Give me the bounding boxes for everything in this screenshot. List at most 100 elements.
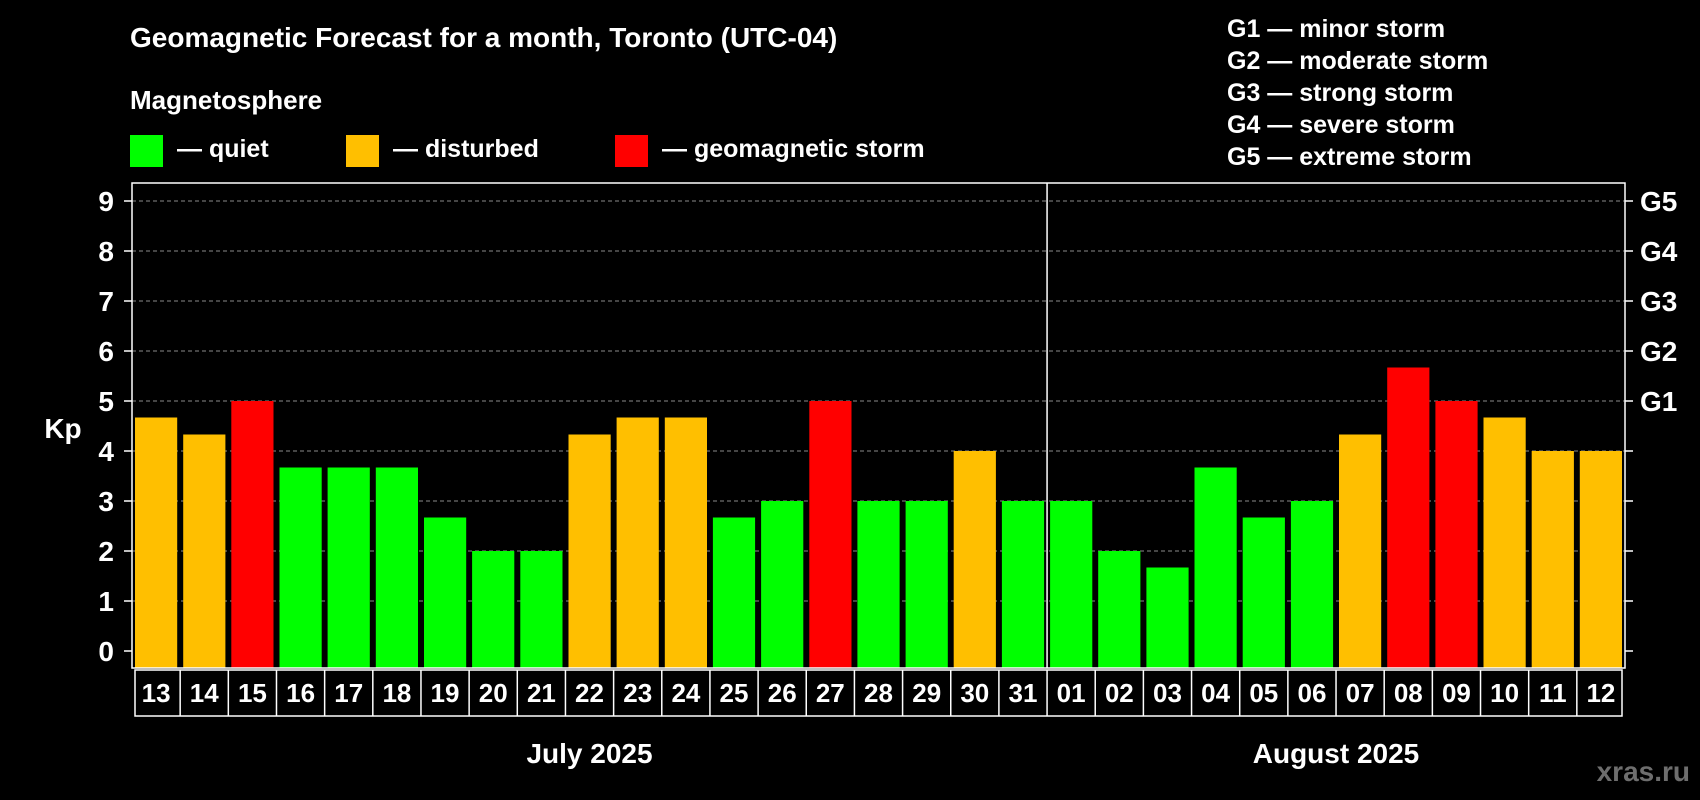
x-tick-label: 11	[1539, 678, 1567, 708]
plot-frame	[131, 182, 1626, 669]
bars	[135, 367, 1622, 668]
x-tick-label: 24	[671, 678, 700, 708]
x-tick-label: 10	[1490, 678, 1519, 708]
legend-label-storm: — geomagnetic storm	[662, 135, 925, 163]
bar-day-05	[1242, 517, 1285, 668]
x-tick-label: 22	[575, 678, 604, 708]
bar-day-30	[953, 451, 996, 668]
x-tick-label: 15	[238, 678, 267, 708]
right-axis-ticks: G1 G2 G3 G4 G5	[1625, 186, 1678, 652]
bar-day-03	[1146, 567, 1189, 668]
x-tick-label: 31	[1009, 678, 1038, 708]
y-tick-label: 0	[98, 636, 114, 667]
bar-day-02	[1098, 551, 1141, 668]
y-axis-label: Kp	[44, 413, 81, 444]
legend-label-quiet: — quiet	[177, 135, 269, 163]
bar-day-28	[857, 501, 900, 668]
x-tick-label: 12	[1586, 678, 1615, 708]
bar-day-26	[761, 501, 804, 668]
x-tick-label: 13	[142, 678, 171, 708]
legend-swatch-quiet	[130, 135, 163, 167]
storm-scale-item: G2 — moderate storm	[1227, 47, 1488, 75]
bar-day-15	[231, 401, 274, 668]
bar-day-07	[1339, 434, 1382, 668]
right-tick-label-G1: G1	[1640, 386, 1677, 417]
y-tick-label: 1	[98, 586, 114, 617]
x-tick-label: 29	[912, 678, 941, 708]
bar-day-11	[1531, 451, 1574, 668]
month-label: July 2025	[526, 738, 652, 769]
legend: — quiet — disturbed — geomagnetic storm	[130, 135, 925, 167]
x-tick-label: 02	[1105, 678, 1134, 708]
x-tick-label: 17	[334, 678, 363, 708]
right-tick-label-G2: G2	[1640, 336, 1677, 367]
y-tick-label: 6	[98, 336, 114, 367]
storm-scale-item: G5 — extreme storm	[1227, 143, 1472, 171]
bar-day-14	[183, 434, 226, 668]
x-tick-label: 04	[1201, 678, 1230, 708]
y-tick-label: 3	[98, 486, 114, 517]
x-tick-label: 21	[527, 678, 556, 708]
y-tick-label: 7	[98, 286, 114, 317]
chart-title: Geomagnetic Forecast for a month, Toront…	[130, 22, 837, 53]
bar-day-31	[1001, 501, 1045, 668]
x-tick-label: 07	[1346, 678, 1375, 708]
x-tick-label: 18	[382, 678, 411, 708]
x-tick-label: 19	[431, 678, 460, 708]
x-tick-label: 27	[816, 678, 845, 708]
legend-label-disturbed: — disturbed	[393, 135, 539, 163]
x-tick-label: 09	[1442, 678, 1471, 708]
right-tick-label-G3: G3	[1640, 286, 1677, 317]
legend-title: Magnetosphere	[130, 85, 322, 115]
bar-day-01	[1050, 501, 1093, 668]
bar-day-20	[472, 551, 515, 668]
right-tick-label-G4: G4	[1640, 236, 1678, 267]
x-tick-label: 03	[1153, 678, 1182, 708]
bar-day-23	[616, 417, 659, 668]
x-tick-label: 20	[479, 678, 508, 708]
bar-day-13	[135, 417, 178, 668]
month-label: August 2025	[1253, 738, 1420, 769]
x-tick-label: 30	[960, 678, 989, 708]
bar-day-22	[568, 434, 611, 668]
storm-scale-item: G3 — strong storm	[1227, 79, 1453, 107]
y-tick-label: 8	[98, 236, 114, 267]
bar-day-06	[1290, 501, 1334, 668]
bar-day-12	[1579, 451, 1622, 668]
y-tick-label: 9	[98, 186, 114, 217]
legend-swatch-storm	[615, 135, 648, 167]
x-tick-label: 25	[720, 678, 749, 708]
bar-day-18	[375, 467, 418, 668]
x-tick-label: 08	[1394, 678, 1423, 708]
x-tick-label: 26	[768, 678, 797, 708]
legend-swatch-disturbed	[346, 135, 379, 167]
bar-day-10	[1483, 417, 1526, 668]
bar-day-08	[1387, 367, 1430, 668]
storm-scale-item: G1 — minor storm	[1227, 15, 1445, 43]
bar-day-16	[279, 467, 322, 668]
x-tick-label: 05	[1249, 678, 1278, 708]
month-labels: July 2025 August 2025	[526, 738, 1419, 769]
right-tick-label-G5: G5	[1640, 186, 1677, 217]
storm-scale-legend: G1 — minor storm G2 — moderate storm G3 — …	[1227, 15, 1488, 171]
x-tick-label: 23	[623, 678, 652, 708]
y-tick-label: 2	[98, 536, 114, 567]
x-tick-label: 01	[1057, 678, 1086, 708]
bar-day-29	[905, 501, 948, 668]
bar-day-17	[327, 467, 370, 668]
x-axis-day-labels: 13 14 15 16 17 18 19 20 21 22 23 24 25 26 27 28 29 30 31 01…	[134, 669, 1623, 717]
x-tick-label: 14	[190, 678, 219, 708]
bar-day-25	[712, 517, 756, 668]
bar-day-21	[520, 551, 563, 668]
x-tick-label: 28	[864, 678, 893, 708]
bar-day-04	[1194, 467, 1237, 668]
axes	[131, 182, 1626, 669]
x-tick-label: 16	[286, 678, 315, 708]
y-tick-label: 5	[98, 386, 114, 417]
y-axis-ticks: 0 1 2 3 4 5 6 7 8 9	[98, 186, 132, 667]
storm-scale-item: G4 — severe storm	[1227, 111, 1455, 139]
bar-day-24	[664, 417, 707, 668]
bar-day-09	[1435, 401, 1478, 668]
y-tick-label: 4	[98, 436, 114, 467]
